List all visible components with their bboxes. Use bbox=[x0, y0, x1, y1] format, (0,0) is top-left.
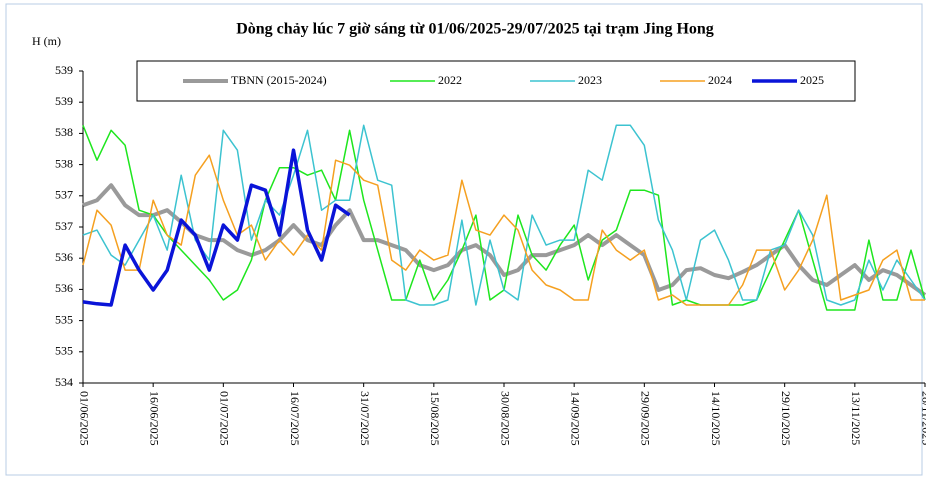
x-tick-label: 28/11/2025 bbox=[919, 391, 926, 445]
x-tick-label: 14/10/2025 bbox=[709, 391, 723, 446]
x-tick-label: 01/06/2025 bbox=[77, 391, 91, 446]
x-tick-label: 13/11/2025 bbox=[849, 391, 863, 445]
series-line bbox=[82, 148, 351, 307]
legend-label: 2022 bbox=[438, 73, 462, 87]
chart-border bbox=[5, 3, 923, 476]
x-tick-label: 31/07/2025 bbox=[358, 391, 372, 446]
series-line bbox=[82, 154, 925, 306]
x-tick-label: 29/09/2025 bbox=[639, 391, 653, 446]
x-tick-label: 30/08/2025 bbox=[498, 391, 512, 446]
y-tick-label: 538 bbox=[55, 156, 73, 170]
y-tick-label: 534 bbox=[55, 375, 73, 389]
y-tick-label: 535 bbox=[55, 344, 73, 358]
y-tick-label: 536 bbox=[55, 250, 73, 264]
legend-label: 2024 bbox=[708, 73, 732, 87]
series-line bbox=[82, 183, 926, 297]
x-tick-label: 16/06/2025 bbox=[147, 391, 161, 446]
legend-label: 2023 bbox=[578, 73, 602, 87]
y-tick-label: 535 bbox=[55, 312, 73, 326]
x-tick-label: 15/08/2025 bbox=[428, 391, 442, 446]
legend-label: 2025 bbox=[800, 73, 824, 87]
y-tick-label: 538 bbox=[55, 125, 73, 139]
y-tick-label: 539 bbox=[55, 94, 73, 108]
legend-label: TBNN (2015-2024) bbox=[231, 73, 327, 87]
x-tick-label: 16/07/2025 bbox=[288, 391, 302, 446]
series-line bbox=[82, 125, 926, 311]
legend-box bbox=[136, 60, 856, 102]
series-line bbox=[82, 124, 926, 306]
chart-title: Dòng chảy lúc 7 giờ sáng từ 01/06/2025-2… bbox=[236, 21, 714, 38]
x-tick-label: 14/09/2025 bbox=[568, 391, 582, 446]
y-tick-label: 536 bbox=[55, 281, 73, 295]
y-tick-label: 539 bbox=[55, 63, 73, 77]
y-tick-label: 537 bbox=[55, 188, 73, 202]
y-tick-label: 537 bbox=[55, 219, 73, 233]
x-tick-label: 01/07/2025 bbox=[218, 391, 232, 446]
x-tick-label: 29/10/2025 bbox=[779, 391, 793, 446]
y-axis-label: H (m) bbox=[32, 34, 61, 48]
